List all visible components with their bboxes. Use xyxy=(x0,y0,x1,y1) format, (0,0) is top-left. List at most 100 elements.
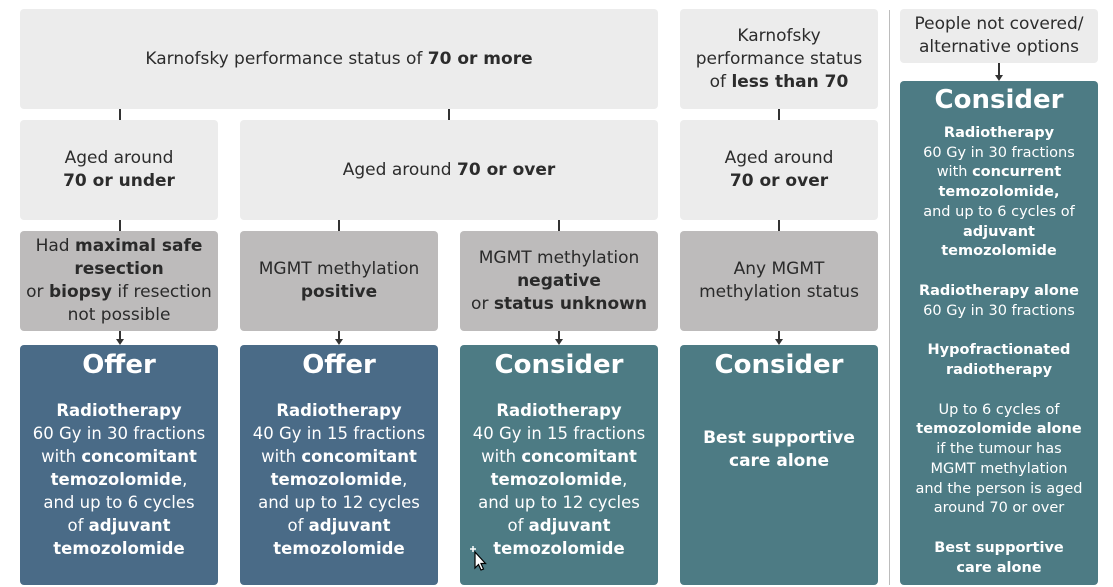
rec-c1-b3: concomitant xyxy=(81,447,197,466)
not-covered-box: People not covered/ alternative options xyxy=(900,9,1098,63)
rec-c3-head: Consider xyxy=(494,350,624,380)
mouse-cursor-icon xyxy=(470,546,487,571)
crit-c4-line2: methylation status xyxy=(699,282,859,302)
age-70-or-under-box: Aged around 70 or under xyxy=(20,120,218,220)
rec-c2-b6: adjuvant xyxy=(308,516,391,535)
rec-c1-post4: , xyxy=(182,470,188,489)
alt-o1-b7: temozolomide xyxy=(941,243,1057,260)
mgmt-negative-box: MGMT methylation negative or status unkn… xyxy=(460,231,658,331)
alt-o3-b2: radiotherapy xyxy=(945,362,1053,379)
rec-c2-l2: 40 Gy in 15 fractions xyxy=(252,424,426,443)
age-70-or-over-low-kps-box: Aged around 70 or over xyxy=(680,120,878,220)
alt-o1-l2: 60 Gy in 30 fractions xyxy=(923,144,1075,161)
alt-o1-l5: and up to 6 cycles of xyxy=(923,203,1075,220)
kps-70-plus-label: Karnofsky performance status of xyxy=(145,48,428,69)
alt-o1-pre3: with xyxy=(936,164,973,181)
age-c4-bold: 70 or over xyxy=(729,171,829,191)
arrow-down-icon xyxy=(775,339,783,345)
crit-c1-b2: resection xyxy=(74,259,164,279)
alt-o2-l2: 60 Gy in 30 fractions xyxy=(923,302,1075,319)
age-c23-pre: Aged around xyxy=(342,159,458,180)
rec-c1-l2: 60 Gy in 30 fractions xyxy=(32,424,206,443)
kps-70-plus-bold: 70 or more xyxy=(427,48,533,69)
rec-c3-b4: temozolomide xyxy=(490,470,623,489)
crit-c1-line4: not possible xyxy=(67,305,171,325)
alt-o4-l1: Up to 6 cycles of xyxy=(938,401,1060,418)
alt-o1-b3: concurrent xyxy=(972,164,1062,181)
crit-c3-pre: or xyxy=(471,293,494,314)
rec-c3-pre3: with xyxy=(481,447,522,466)
age-c1-bold: 70 or under xyxy=(63,171,175,191)
crit-c1-post3: if resection xyxy=(112,282,212,302)
alt-o4-l5: and the person is aged xyxy=(915,480,1083,497)
rec-c4-b2: care alone xyxy=(729,451,829,471)
rec-c2-post4: , xyxy=(402,470,408,489)
rec-c3-post4: , xyxy=(622,470,628,489)
kps-less-than-70-box: Karnofsky performance status of less tha… xyxy=(680,9,878,109)
rec-c1-pre6: of xyxy=(67,516,89,535)
rec-c3-l5: and up to 12 cycles xyxy=(478,493,640,512)
alt-o1-b1: Radiotherapy xyxy=(943,125,1055,141)
alt-o4-b2: temozolomide alone xyxy=(916,421,1082,438)
connector xyxy=(119,220,121,231)
alt-o5-b1: Best supportive xyxy=(934,539,1064,556)
connector xyxy=(558,220,560,231)
rec-c2-b1: Radiotherapy xyxy=(276,401,402,420)
consider-box-3: Consider Radiotherapy 40 Gy in 15 fracti… xyxy=(460,345,658,585)
connector xyxy=(998,63,1000,75)
rec-c3-b1: Radiotherapy xyxy=(496,401,622,420)
crit-c2-line1: MGMT methylation xyxy=(258,259,420,279)
rec-c1-b6: adjuvant xyxy=(88,516,171,535)
alternative-consider-box: Consider Radiotherapy 60 Gy in 30 fracti… xyxy=(900,81,1098,585)
rec-c2-l5: and up to 12 cycles xyxy=(258,493,420,512)
connector xyxy=(119,109,121,120)
alt-o2-b1: Radiotherapy alone xyxy=(918,282,1080,299)
alt-o4-l4: MGMT methylation xyxy=(930,460,1068,477)
arrow-down-icon xyxy=(116,339,124,345)
rec-c1-b4: temozolomide xyxy=(50,470,183,489)
connector xyxy=(778,220,780,231)
connector xyxy=(338,331,340,339)
alt-o5-b2: care alone xyxy=(956,559,1042,576)
rec-c3-pre6: of xyxy=(507,516,529,535)
rec-c1-l5: and up to 6 cycles xyxy=(43,493,195,512)
kps-lt70-bold: less than 70 xyxy=(731,71,849,92)
arrow-down-icon xyxy=(335,339,343,345)
resection-criteria-box: Had maximal safe resection or biopsy if … xyxy=(20,231,218,331)
rec-c2-b3: concomitant xyxy=(301,447,417,466)
rec-c3-b7: temozolomide xyxy=(493,539,625,558)
alt-o1-b4: temozolomide, xyxy=(938,184,1060,201)
alt-o4-l6: around 70 or over xyxy=(933,500,1065,517)
offer-box-1: Offer Radiotherapy 60 Gy in 30 fractions… xyxy=(20,345,218,585)
crit-c3-bold: negative xyxy=(517,270,601,291)
crit-c1-pre1: Had xyxy=(35,236,75,256)
rec-c2-pre3: with xyxy=(261,447,302,466)
crit-c1-pre3: or xyxy=(26,282,49,302)
crit-c2-bold: positive xyxy=(300,282,378,302)
not-covered-line1: People not covered/ xyxy=(914,14,1084,34)
rec-c4-head: Consider xyxy=(714,350,844,380)
rec-c2-b7: temozolomide xyxy=(273,539,405,558)
offer-box-2: Offer Radiotherapy 40 Gy in 15 fractions… xyxy=(240,345,438,585)
rec-c3-b6: adjuvant xyxy=(528,516,611,535)
kps-lt70-line1: Karnofsky xyxy=(737,25,821,46)
crit-c4-line1: Any MGMT xyxy=(733,259,825,279)
rec-c1-b7: temozolomide xyxy=(53,539,185,558)
connector xyxy=(119,331,121,339)
mgmt-positive-box: MGMT methylation positive xyxy=(240,231,438,331)
rec-c1-head: Offer xyxy=(82,350,156,380)
alt-o4-l3: if the tumour has xyxy=(936,441,1062,458)
alt-o3-b1: Hypofractionated xyxy=(927,342,1071,359)
age-c1-line1: Aged around xyxy=(64,148,174,168)
alt-head: Consider xyxy=(934,85,1064,115)
rec-c1-b1: Radiotherapy xyxy=(56,401,182,420)
crit-c1-b3: biopsy xyxy=(48,282,112,302)
age-c23-bold: 70 or over xyxy=(457,159,556,180)
age-c4-line1: Aged around xyxy=(724,148,834,168)
kps-lt70-pre: of xyxy=(709,71,732,92)
rec-c2-pre6: of xyxy=(287,516,309,535)
arrow-down-icon xyxy=(555,339,563,345)
age-70-or-over-box: Aged around 70 or over xyxy=(240,120,658,220)
kps-70-or-more-box: Karnofsky performance status of 70 or mo… xyxy=(20,9,658,109)
rec-c4-b1: Best supportive xyxy=(703,428,855,448)
